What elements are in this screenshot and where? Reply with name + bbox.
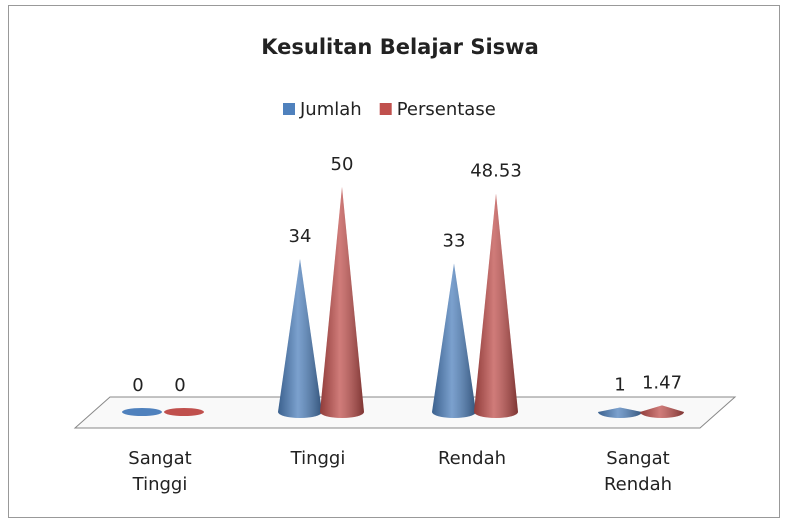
cone-shade — [320, 187, 364, 418]
chart-title: Kesulitan Belajar Siswa — [261, 35, 539, 59]
value-label: 33 — [443, 231, 466, 252]
value-label: 1.47 — [642, 372, 682, 393]
cone — [164, 408, 204, 416]
cone-shade — [278, 259, 322, 418]
cone-shade — [640, 405, 684, 418]
cone-shade — [598, 407, 642, 418]
x-tick-label: Sangat Rendah — [603, 448, 673, 495]
value-label: 34 — [289, 226, 312, 247]
cone — [122, 408, 162, 416]
value-label: 0 — [174, 375, 185, 396]
x-tick-label: Tinggi — [290, 448, 346, 469]
legend-label: Jumlah — [299, 99, 362, 120]
cone-shade — [474, 193, 518, 418]
value-label: 0 — [132, 375, 143, 396]
value-label: 48.53 — [470, 161, 522, 182]
value-label: 50 — [331, 154, 354, 175]
x-tick-label: Rendah — [437, 448, 507, 469]
legend-swatch — [283, 103, 295, 115]
legend-swatch — [379, 103, 392, 115]
x-tick-label: Sangat Tinggi — [128, 448, 192, 495]
floor — [73, 396, 737, 429]
cone-shade — [432, 263, 476, 418]
legend-label: Persentase — [397, 99, 496, 120]
value-label: 1 — [614, 375, 625, 396]
chart-border — [8, 5, 780, 518]
